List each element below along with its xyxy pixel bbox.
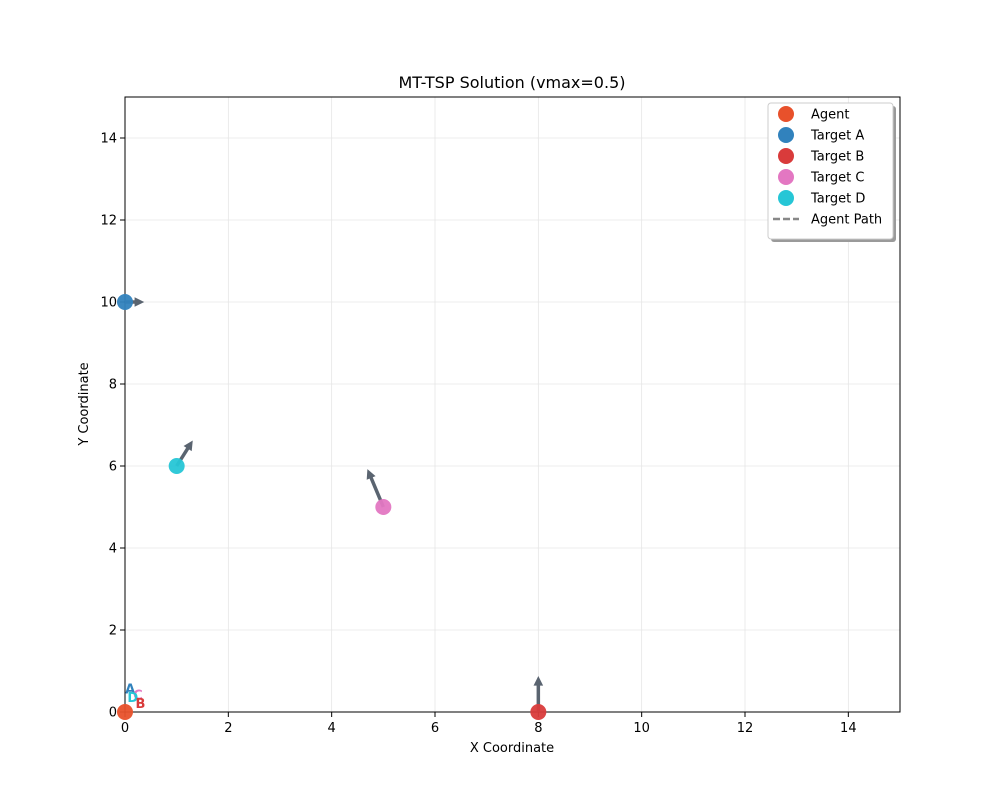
legend-label: Agent: [811, 108, 849, 123]
legend-marker: [778, 190, 794, 206]
legend: Agent Target A Target B Target C Target D Age…: [767, 102, 896, 242]
target-c-point: [375, 499, 392, 515]
x-tick-label: 12: [737, 721, 754, 736]
y-tick-label: 14: [100, 132, 117, 147]
y-axis-label: Y Coordinate: [77, 362, 92, 446]
target-b-point: [530, 704, 547, 720]
y-tick-label: 0: [109, 706, 117, 721]
annotation-label: A: [125, 683, 135, 698]
y-tick-label: 10: [100, 296, 117, 311]
target-d-point: [168, 458, 185, 474]
legend-marker: [778, 169, 794, 185]
x-tick-label: 8: [534, 721, 542, 736]
legend-label: Target C: [810, 171, 864, 186]
legend-label: Target A: [810, 129, 864, 144]
x-tick-label: 2: [224, 721, 232, 736]
velocity-arrow-head: [366, 469, 376, 480]
x-tick-label: 4: [328, 721, 336, 736]
legend-label: Target D: [810, 192, 865, 207]
annotation-label: C: [133, 689, 143, 704]
plot-frame: [124, 96, 901, 713]
legend-box: [767, 102, 894, 240]
agent-point: [117, 704, 133, 720]
velocity-arrow-head: [533, 676, 544, 686]
x-tick-label: 14: [840, 721, 857, 736]
chart-title: MT-TSP Solution (vmax=0.5): [398, 73, 625, 92]
legend-marker: [778, 106, 794, 122]
x-tick-label: 6: [431, 721, 439, 736]
velocity-arrow-head: [183, 440, 193, 452]
legend-label: Agent Path: [811, 213, 882, 228]
y-tick-label: 4: [109, 542, 117, 557]
grid: [124, 97, 900, 713]
velocity-arrow-head: [134, 297, 145, 307]
annotation-label: D: [127, 691, 138, 706]
x-tick-label: 0: [121, 721, 129, 736]
x-axis-label: X Coordinate: [470, 741, 554, 756]
y-tick-label: 2: [109, 624, 117, 639]
y-tick-label: 8: [109, 378, 117, 393]
annotation-label: B: [136, 697, 146, 712]
x-tick-label: 10: [633, 721, 650, 736]
target-a-point: [117, 294, 133, 310]
y-tick-label: 12: [100, 214, 117, 229]
y-tick-label: 6: [109, 460, 117, 475]
legend-marker: [778, 148, 794, 164]
legend-label: Target B: [810, 150, 864, 165]
legend-marker: [778, 127, 794, 143]
